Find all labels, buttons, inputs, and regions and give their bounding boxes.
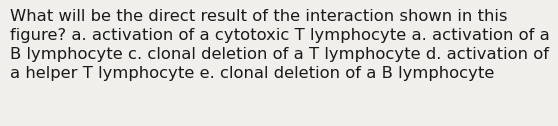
Text: What will be the direct result of the interaction shown in this
figure? a. activ: What will be the direct result of the in… <box>10 9 550 81</box>
